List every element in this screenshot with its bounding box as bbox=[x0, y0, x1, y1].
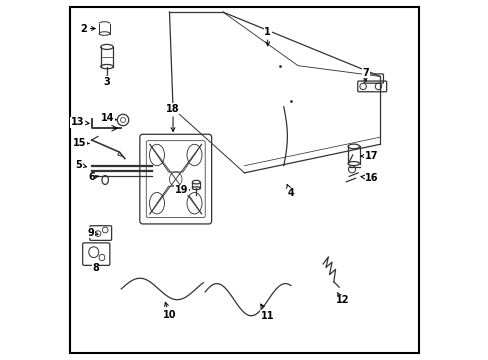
Text: 18: 18 bbox=[166, 104, 180, 131]
Text: 10: 10 bbox=[163, 302, 176, 320]
Text: 8: 8 bbox=[92, 262, 99, 273]
Text: 7: 7 bbox=[362, 68, 368, 81]
Text: 16: 16 bbox=[360, 173, 378, 183]
Text: 9: 9 bbox=[87, 228, 98, 238]
Text: 3: 3 bbox=[103, 76, 110, 87]
Text: 13: 13 bbox=[71, 117, 89, 127]
Text: 4: 4 bbox=[286, 185, 294, 198]
Text: 6: 6 bbox=[88, 172, 98, 183]
Text: 5: 5 bbox=[75, 159, 86, 170]
Text: 19: 19 bbox=[174, 185, 189, 195]
Text: 11: 11 bbox=[260, 304, 274, 321]
Text: 2: 2 bbox=[80, 23, 95, 33]
Text: 17: 17 bbox=[360, 151, 377, 161]
Text: 14: 14 bbox=[101, 113, 116, 123]
Text: 12: 12 bbox=[335, 293, 349, 305]
Text: 15: 15 bbox=[73, 138, 89, 148]
Text: 1: 1 bbox=[264, 27, 270, 46]
